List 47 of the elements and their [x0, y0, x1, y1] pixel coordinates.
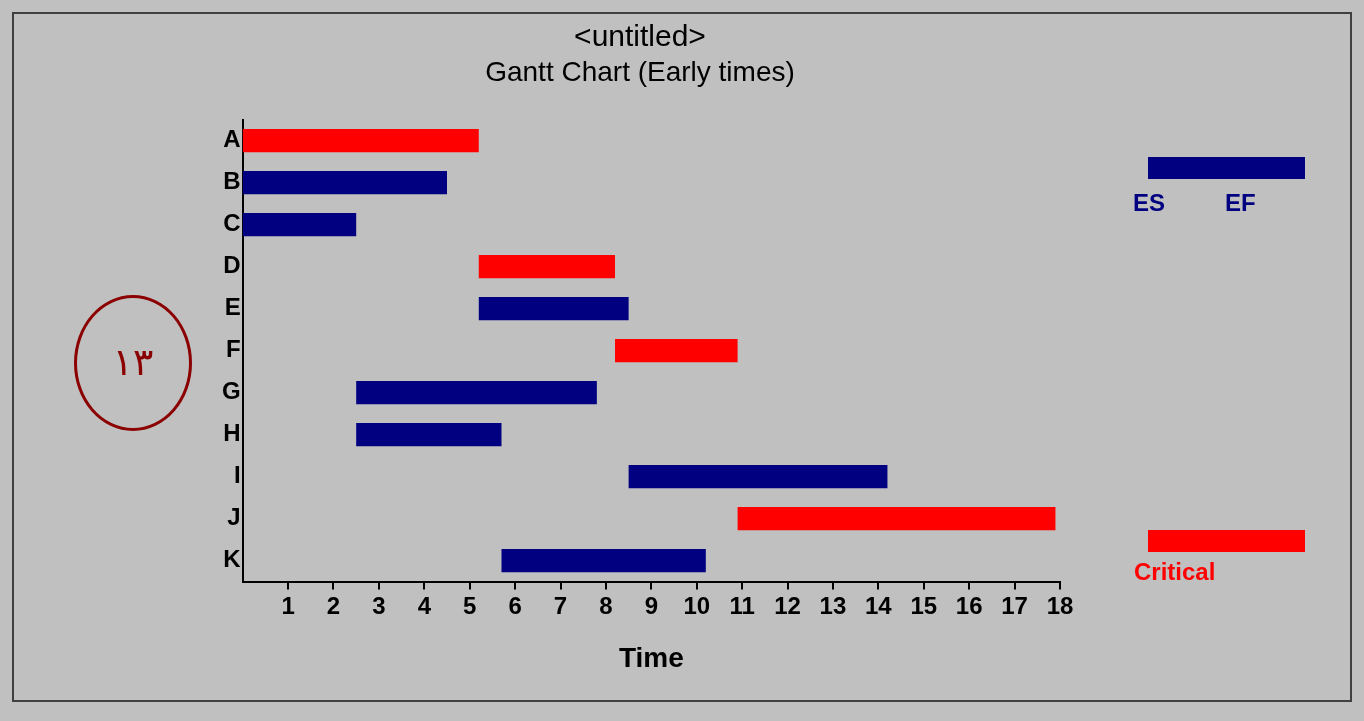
y-tick-label: A — [223, 125, 241, 153]
x-tick-label: 10 — [683, 591, 711, 619]
y-tick-label: B — [223, 167, 241, 195]
x-tick-label: 6 — [508, 591, 522, 619]
text: EF — [1225, 189, 1256, 217]
x-axis-title: Time — [618, 641, 684, 673]
x-tick-label: 5 — [463, 591, 477, 619]
bar — [628, 465, 888, 489]
x-tick-label: 8 — [599, 591, 613, 619]
bar — [737, 507, 1056, 531]
x-tick-label: 3 — [372, 591, 386, 619]
bar — [478, 297, 629, 321]
x-tick-label: 4 — [417, 591, 432, 619]
x-tick-label: 7 — [553, 591, 568, 619]
bar — [615, 339, 738, 363]
x-tick-label: 13 — [819, 591, 847, 619]
y-tick-label: C — [223, 209, 241, 237]
bar — [242, 213, 357, 237]
bar — [356, 381, 597, 405]
y-tick-label: K — [223, 545, 242, 573]
bar — [478, 255, 616, 279]
y-tick-label: J — [227, 503, 241, 531]
y-tick-label: F — [226, 335, 241, 363]
chart-title: <untitled> — [574, 19, 706, 53]
x-tick-label: 16 — [955, 591, 983, 619]
y-tick-label: G — [222, 377, 241, 405]
x-tick-label: 12 — [774, 591, 801, 619]
y-tick-label: D — [223, 251, 241, 279]
text: Critical — [1134, 558, 1216, 586]
text: ES — [1133, 189, 1166, 217]
x-tick-label: 2 — [326, 591, 341, 619]
bar — [242, 171, 447, 195]
x-tick-label: 14 — [865, 591, 893, 619]
x-tick-label: 15 — [910, 591, 938, 619]
y-tick-label: I — [234, 461, 241, 489]
chart-subtitle: Gantt Chart (Early times) — [485, 55, 795, 87]
bar — [242, 129, 479, 153]
bar — [501, 549, 706, 573]
y-tick-label: E — [224, 293, 241, 321]
y-tick-label: H — [223, 419, 241, 447]
x-tick-label: 18 — [1046, 591, 1074, 619]
x-tick-label: 17 — [1001, 591, 1028, 619]
x-tick-label: 11 — [729, 591, 755, 619]
x-tick-label: 9 — [644, 591, 659, 619]
circle-outline: ١٣ — [74, 295, 192, 431]
x-tick-label: 1 — [281, 591, 295, 619]
bar — [356, 423, 502, 447]
